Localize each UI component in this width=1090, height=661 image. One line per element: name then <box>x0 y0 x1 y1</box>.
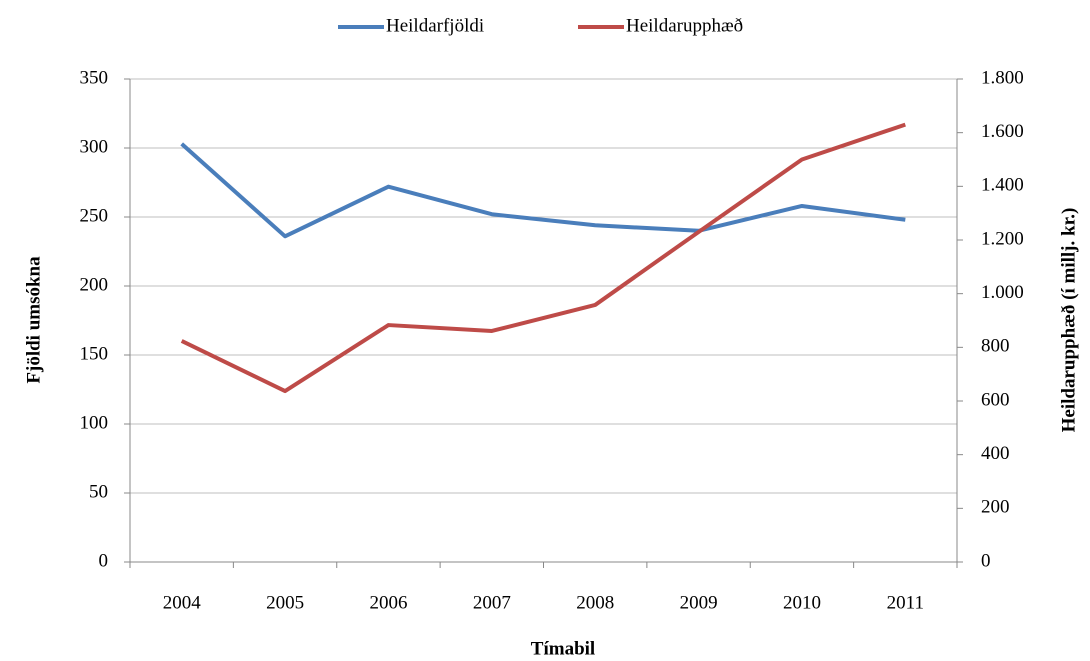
y2-tick-label: 1.600 <box>981 121 1024 142</box>
y2-tick-label: 1.800 <box>981 67 1024 88</box>
y-tick-label: 150 <box>80 343 109 364</box>
y-tick-label: 0 <box>99 550 109 571</box>
y-tick-label: 50 <box>89 481 108 502</box>
y-axis-title: Fjöldi umsókna <box>23 256 44 384</box>
legend-label: Heildarfjöldi <box>386 15 484 36</box>
y-tick-label: 350 <box>80 67 109 88</box>
y2-tick-label: 1.200 <box>981 228 1024 249</box>
x-tick-label: 2004 <box>163 592 202 613</box>
y2-tick-label: 1.000 <box>981 282 1024 303</box>
x-tick-label: 2007 <box>473 592 511 613</box>
y-tick-label: 200 <box>80 274 109 295</box>
x-tick-label: 2010 <box>783 592 821 613</box>
x-tick-label: 2005 <box>266 592 304 613</box>
y-tick-label: 300 <box>80 136 109 157</box>
legend-label: Heildarupphæð <box>626 15 743 36</box>
y-tick-label: 250 <box>80 205 109 226</box>
y2-tick-label: 800 <box>981 336 1010 357</box>
x-tick-label: 2011 <box>887 592 924 613</box>
y2-tick-label: 600 <box>981 389 1010 410</box>
x-tick-label: 2008 <box>576 592 614 613</box>
y2-axis-title: Heildarupphæð (í millj. kr.) <box>1058 208 1079 433</box>
x-axis-title: Tímabil <box>531 638 595 659</box>
y2-tick-label: 1.400 <box>981 175 1024 196</box>
y2-tick-label: 400 <box>981 443 1010 464</box>
y2-tick-label: 200 <box>981 497 1010 518</box>
x-tick-label: 2006 <box>369 592 407 613</box>
series-line <box>180 142 906 239</box>
y-tick-label: 100 <box>80 412 109 433</box>
x-tick-label: 2009 <box>680 592 718 613</box>
y2-tick-label: 0 <box>981 550 991 571</box>
series-line <box>180 122 906 394</box>
